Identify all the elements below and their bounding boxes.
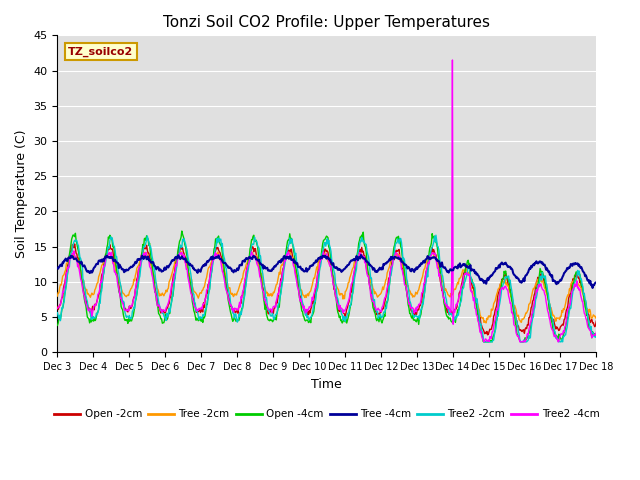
X-axis label: Time: Time xyxy=(312,378,342,391)
Text: TZ_soilco2: TZ_soilco2 xyxy=(68,47,133,57)
Legend: Open -2cm, Tree -2cm, Open -4cm, Tree -4cm, Tree2 -2cm, Tree2 -4cm: Open -2cm, Tree -2cm, Open -4cm, Tree -4… xyxy=(50,405,604,423)
Y-axis label: Soil Temperature (C): Soil Temperature (C) xyxy=(15,130,28,258)
Title: Tonzi Soil CO2 Profile: Upper Temperatures: Tonzi Soil CO2 Profile: Upper Temperatur… xyxy=(163,15,490,30)
